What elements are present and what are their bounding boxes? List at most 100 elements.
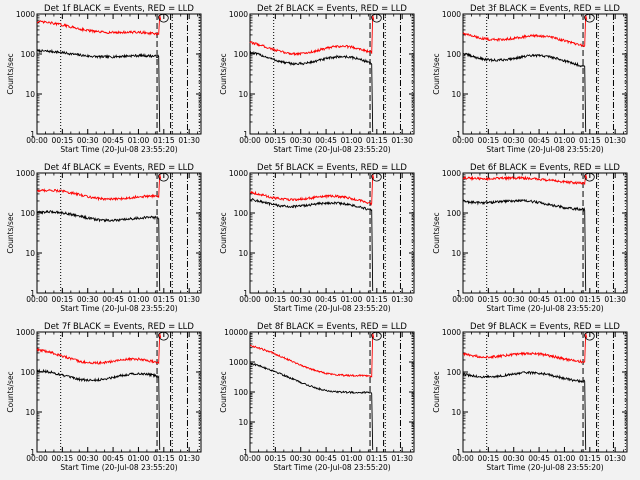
x-tick-label: 01:30 (178, 454, 200, 463)
panel-det-7: Det 7f BLACK = Events, RED = LLD 1 10 100 10… (6, 322, 202, 472)
y-tick-label: 1000 (16, 10, 35, 19)
plot-frame (249, 13, 415, 135)
series-line-events (36, 48, 161, 133)
x-tick-label: 01:00 (128, 136, 150, 145)
panel-det-1: Det 1f BLACK = Events, RED = LLD 1 10 100 10… (6, 4, 202, 154)
y-tick-label: 100 (21, 209, 36, 218)
x-tick-label: 01:15 (579, 295, 601, 304)
y-tick-label: 1 (243, 130, 248, 139)
x-tick-label: 01:30 (391, 295, 413, 304)
y-tick-label: 1000 (442, 328, 461, 337)
x-tick-label: 00:45 (528, 136, 550, 145)
x-tick-label: 01:15 (579, 136, 601, 145)
y-tick-label: 10 (238, 249, 248, 258)
x-tick-label: 00:15 (265, 454, 287, 463)
series-line-lld (462, 14, 588, 48)
panel-det-2: Det 2f BLACK = Events, RED = LLD 1 10 100 10… (219, 4, 415, 154)
panel-det-4: Det 4f BLACK = Events, RED = LLD 1 10 100 10… (6, 163, 202, 313)
y-axis-label: Counts/sec (432, 212, 441, 253)
x-tick-label: 00:00 (26, 136, 48, 145)
x-tick-label: 00:00 (452, 295, 474, 304)
panel-title: Det 9f BLACK = Events, RED = LLD (470, 322, 620, 332)
series-line-events (249, 50, 374, 133)
x-tick-label: 00:30 (503, 295, 525, 304)
x-tick-label: 00:30 (503, 136, 525, 145)
loop-symbol (158, 13, 169, 23)
x-tick-label: 00:30 (77, 295, 99, 304)
panel-title: Det 2f BLACK = Events, RED = LLD (257, 4, 407, 14)
x-tick-label: 00:30 (77, 136, 99, 145)
series-line-events (462, 371, 587, 451)
x-tick-label: 01:30 (178, 295, 200, 304)
x-axis-label: Start Time (20-Jul-08 23:55:20) (273, 463, 390, 472)
series-line-lld (462, 173, 588, 186)
y-tick-label: 10 (25, 90, 35, 99)
y-tick-label: 10 (451, 249, 461, 258)
series-line-lld (462, 332, 588, 364)
plot-frame (36, 13, 202, 135)
series-line-lld (249, 332, 375, 378)
x-tick-label: 01:00 (554, 295, 576, 304)
x-axis-label: Start Time (20-Jul-08 23:55:20) (486, 463, 603, 472)
panel-title: Det 5f BLACK = Events, RED = LLD (257, 163, 407, 173)
y-tick-label: 10 (451, 408, 461, 417)
x-tick-label: 01:00 (128, 295, 150, 304)
x-tick-label: 00:15 (265, 136, 287, 145)
panel-title: Det 6f BLACK = Events, RED = LLD (470, 163, 620, 173)
series-line-events (462, 52, 587, 133)
x-tick-label: 00:15 (478, 295, 500, 304)
y-tick-label: 1 (30, 130, 35, 139)
x-tick-label: 01:15 (366, 295, 388, 304)
panel-title: Det 4f BLACK = Events, RED = LLD (44, 163, 194, 173)
x-axis-label: Start Time (20-Jul-08 23:55:20) (273, 145, 390, 154)
x-tick-label: 00:30 (290, 454, 312, 463)
y-tick-label: 10 (451, 90, 461, 99)
panel-title: Det 1f BLACK = Events, RED = LLD (44, 4, 194, 14)
x-axis-label: Start Time (20-Jul-08 23:55:20) (60, 145, 177, 154)
loop-symbol (371, 172, 382, 182)
x-tick-label: 01:30 (391, 136, 413, 145)
x-tick-label: 00:45 (102, 454, 124, 463)
x-tick-label: 01:00 (341, 295, 363, 304)
x-tick-label: 00:00 (452, 454, 474, 463)
y-tick-label: 10 (25, 249, 35, 258)
loop-symbol (371, 331, 382, 341)
x-tick-label: 00:45 (315, 295, 337, 304)
plot-frame (249, 172, 415, 294)
x-tick-label: 01:30 (178, 136, 200, 145)
x-axis-label: Start Time (20-Jul-08 23:55:20) (486, 304, 603, 313)
x-tick-label: 01:15 (153, 454, 175, 463)
y-tick-label: 1 (456, 289, 461, 298)
y-tick-label: 100 (21, 50, 36, 59)
series-line-events (36, 209, 161, 292)
panel-det-6: Det 6f BLACK = Events, RED = LLD 1 10 100 10… (432, 163, 628, 313)
x-tick-label: 01:15 (366, 454, 388, 463)
x-tick-label: 01:30 (391, 454, 413, 463)
y-axis-label: Counts/sec (6, 371, 15, 412)
y-tick-label: 1 (456, 448, 461, 457)
loop-symbol (371, 13, 382, 23)
x-tick-label: 00:15 (478, 136, 500, 145)
series-line-events (36, 368, 161, 451)
x-tick-label: 01:30 (604, 136, 626, 145)
x-tick-label: 00:15 (52, 136, 74, 145)
series-line-lld (36, 332, 162, 365)
x-axis-label: Start Time (20-Jul-08 23:55:20) (60, 463, 177, 472)
plot-frame (36, 172, 202, 294)
x-tick-label: 00:30 (77, 454, 99, 463)
x-tick-label: 00:30 (290, 295, 312, 304)
y-axis-label: Counts/sec (219, 371, 228, 412)
x-tick-label: 01:00 (341, 136, 363, 145)
x-tick-label: 00:45 (315, 454, 337, 463)
x-tick-label: 01:00 (128, 454, 150, 463)
y-axis-label: Counts/sec (219, 53, 228, 94)
x-tick-label: 01:30 (604, 454, 626, 463)
x-tick-label: 00:30 (290, 136, 312, 145)
panel-det-3: Det 3f BLACK = Events, RED = LLD 1 10 100 10… (432, 4, 628, 154)
series-line-events (249, 362, 374, 451)
y-tick-label: 10000 (224, 328, 248, 337)
plot-frame (462, 13, 628, 135)
series-line-events (249, 197, 374, 292)
x-tick-label: 00:15 (478, 454, 500, 463)
